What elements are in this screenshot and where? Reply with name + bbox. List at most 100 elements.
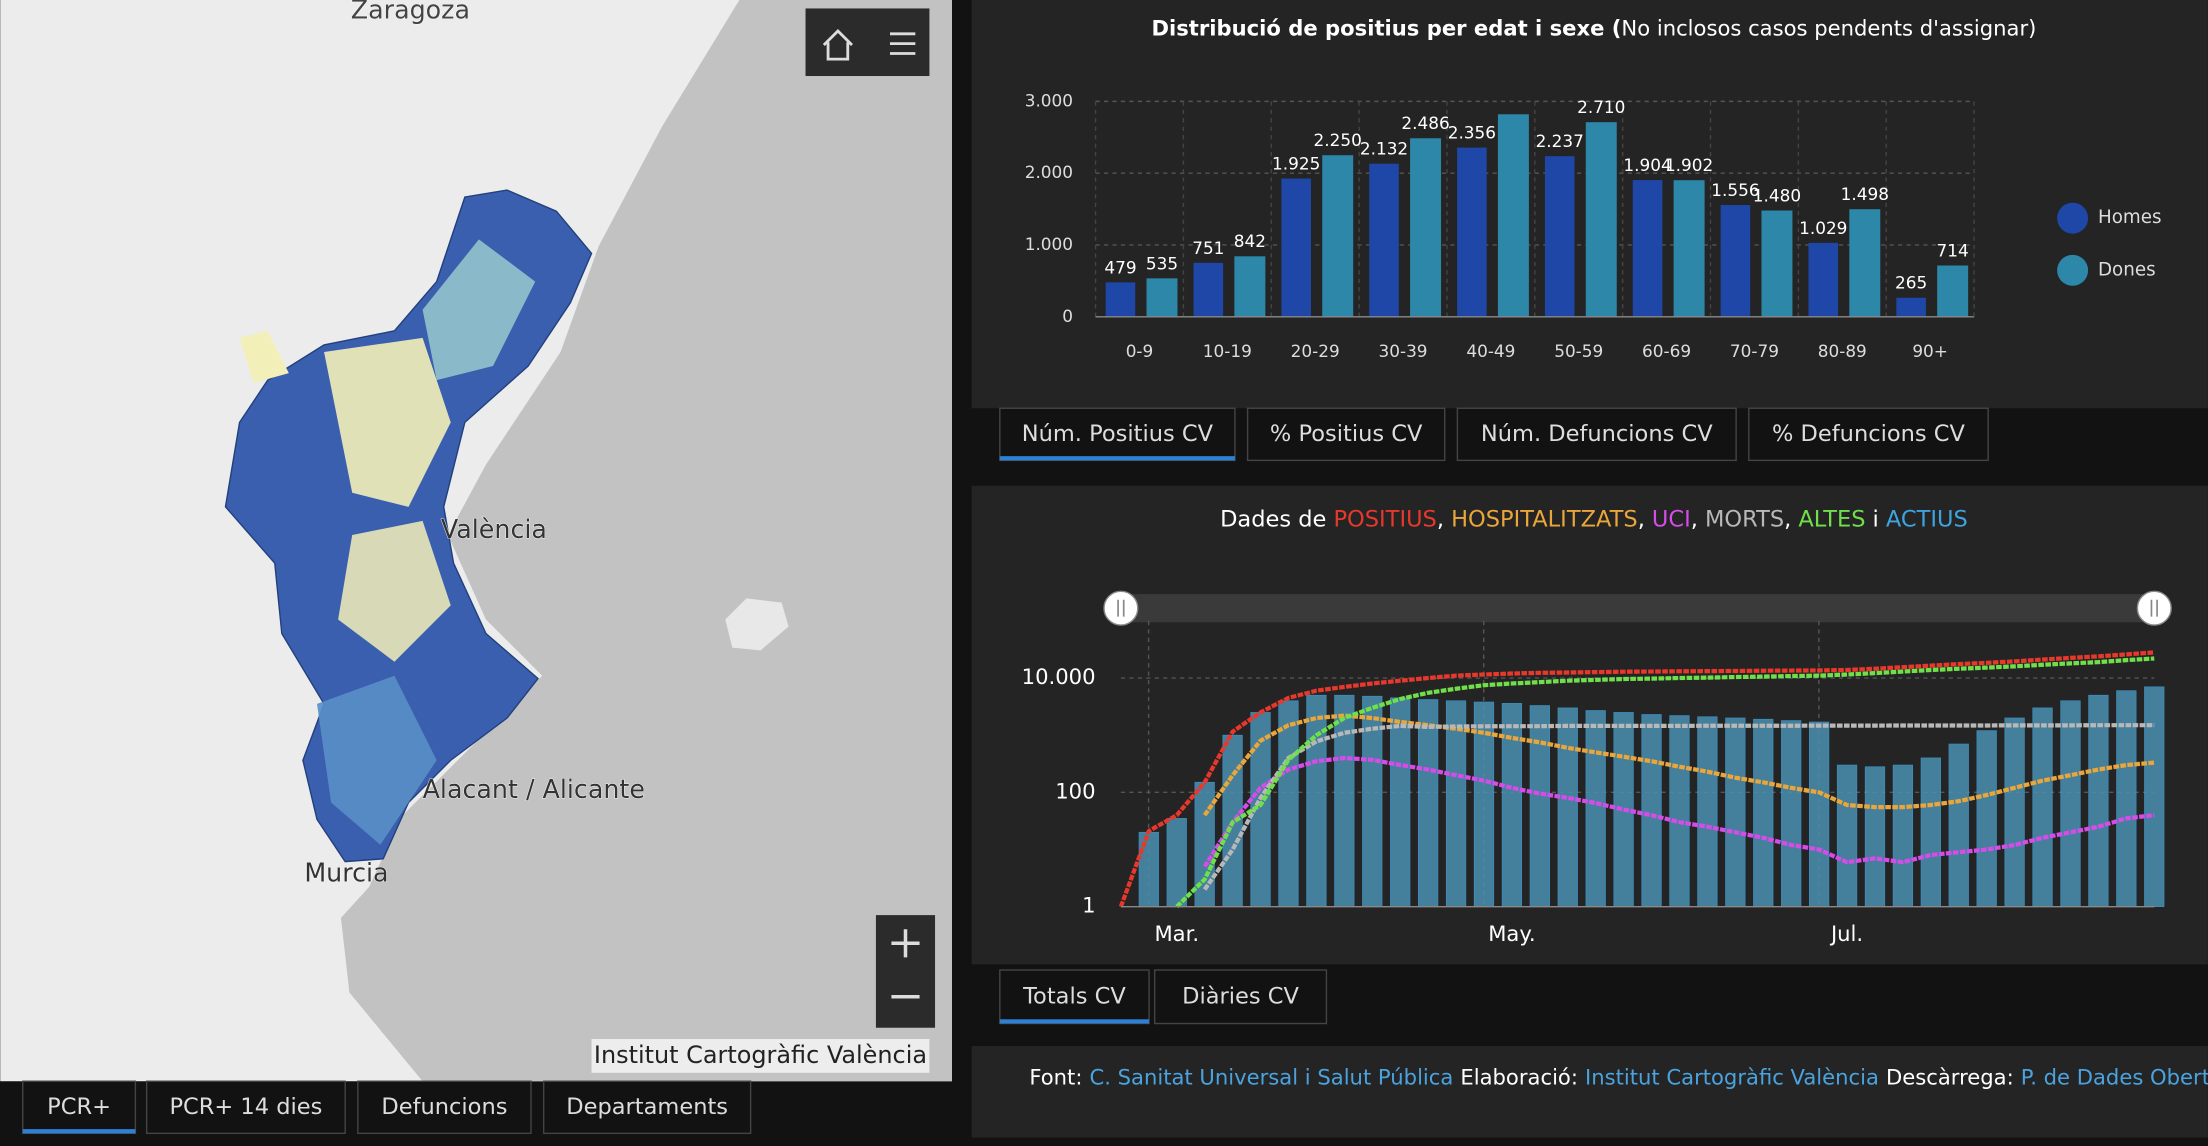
tab-label[interactable]: PCR+ 14 dies <box>169 1094 322 1120</box>
range-slider-track[interactable] <box>1120 594 2155 623</box>
footer-label: Elaboració: <box>1460 1064 1578 1089</box>
handle-grip[interactable] <box>1117 599 1125 617</box>
title-separator: , <box>1638 506 1645 532</box>
bar <box>1720 205 1751 317</box>
footer-link[interactable]: Institut Cartogràfic València <box>1585 1064 1879 1089</box>
bar <box>1410 138 1442 317</box>
bar <box>1166 818 1187 908</box>
title-separator: , <box>1691 506 1698 532</box>
legend-label[interactable]: Homes <box>2098 207 2162 228</box>
map-label: Alacant / Alicante <box>423 774 645 804</box>
data-label: 1.904 <box>1623 155 1671 175</box>
home-icon[interactable] <box>822 28 853 61</box>
bar <box>1390 697 1411 908</box>
bar <box>1920 757 1941 908</box>
data-label: 2.237 <box>1536 131 1584 151</box>
x-tick-label: 90+ <box>1912 341 1948 361</box>
chart-title-main: Distribució de positius per edat i sexe … <box>1151 16 1621 41</box>
bar <box>2060 700 2081 908</box>
range-slider-handle[interactable] <box>2136 590 2172 626</box>
tab[interactable] <box>999 407 1236 462</box>
title-series-name: HOSPITALITZATS <box>1451 506 1638 532</box>
bar <box>1896 297 1926 317</box>
bar <box>2144 686 2165 908</box>
tab-label[interactable]: % Positius CV <box>1270 421 1423 447</box>
footer-link[interactable]: P. de Dades Obertes <box>2021 1064 2208 1089</box>
bar <box>1278 700 1299 908</box>
footer-panel <box>971 1046 2208 1138</box>
tab-label[interactable]: Núm. Positius CV <box>1022 421 1214 447</box>
bar <box>1585 710 1606 908</box>
data-label: 1.498 <box>1841 184 1889 204</box>
tab-label[interactable]: Núm. Defuncions CV <box>1481 421 1713 447</box>
bar <box>1146 278 1178 317</box>
bar <box>1937 265 1969 317</box>
bar <box>1849 209 1881 317</box>
tab-label[interactable]: Totals CV <box>1022 983 1126 1009</box>
x-tick-label: 10-19 <box>1203 341 1252 361</box>
x-tick-label: 60-69 <box>1642 341 1691 361</box>
title-series-name: ALTES <box>1798 506 1865 532</box>
tab-active-indicator <box>999 456 1235 461</box>
y-tick-label: 100 <box>1055 778 1095 803</box>
tab[interactable] <box>1246 407 1446 462</box>
bar <box>1417 699 1439 908</box>
tab[interactable] <box>1456 407 1737 462</box>
attribution-box <box>591 1039 930 1073</box>
data-label: 842 <box>1234 231 1266 251</box>
title-series-name: MORTS <box>1705 506 1784 532</box>
tab[interactable] <box>145 1080 346 1135</box>
bar <box>1669 715 1690 908</box>
bar <box>1234 256 1266 317</box>
tab[interactable] <box>357 1080 532 1135</box>
bar <box>1673 180 1705 317</box>
tab[interactable] <box>1153 969 1328 1025</box>
tab-label[interactable]: % Defuncions CV <box>1772 421 1965 447</box>
series-line <box>1202 755 2155 868</box>
chart-title: Dades de POSITIUS, HOSPITALITZATS, UCI, MORT… <box>1220 506 1968 532</box>
tab-active-indicator <box>999 1019 1150 1024</box>
data-label: 2.710 <box>1577 97 1625 117</box>
bar <box>1808 242 1839 317</box>
range-slider-handle[interactable] <box>1103 590 1139 626</box>
tab-label[interactable]: Departaments <box>566 1094 728 1120</box>
y-tick-label: 2.000 <box>1025 162 1073 182</box>
y-tick-label: 10.000 <box>1022 664 1096 689</box>
bar <box>1529 705 1550 908</box>
y-tick-label: 3.000 <box>1025 90 1073 110</box>
bar <box>1808 721 1830 908</box>
map-label: València <box>441 514 547 544</box>
bar <box>1445 700 1467 908</box>
legend-label[interactable]: Dones <box>2098 259 2156 280</box>
region-zone <box>324 337 451 507</box>
tab[interactable] <box>22 1080 137 1135</box>
tab[interactable] <box>999 969 1150 1025</box>
list-icon[interactable] <box>890 32 916 55</box>
island <box>725 598 789 651</box>
bar <box>1641 714 1662 908</box>
tab-label[interactable]: PCR+ <box>47 1094 111 1120</box>
legend-swatch[interactable] <box>2057 254 2089 286</box>
data-label: 2.486 <box>1401 113 1449 133</box>
tab[interactable] <box>542 1080 752 1135</box>
chart-subtitle: No inclosos casos pendents d'assignar) <box>1621 16 2036 41</box>
bar <box>1976 730 1997 908</box>
data-label: 2.356 <box>1448 123 1496 143</box>
bar <box>1369 163 1399 317</box>
footer-link[interactable]: C. Sanitat Universal i Salut Pública <box>1090 1064 1454 1089</box>
title-separator: i <box>1873 506 1879 532</box>
zoom-icons[interactable] <box>891 929 920 999</box>
region-zone <box>422 239 536 381</box>
data-label: 751 <box>1192 238 1224 258</box>
legend-swatch[interactable] <box>2057 202 2089 234</box>
map-toolbar[interactable] <box>805 8 930 77</box>
tab-label[interactable]: Diàries CV <box>1182 983 1299 1009</box>
tab-label[interactable]: Defuncions <box>381 1094 507 1120</box>
bar <box>1753 718 1774 908</box>
data-label: 1.029 <box>1799 218 1847 238</box>
tab[interactable] <box>1748 407 1989 462</box>
handle-grip[interactable] <box>2150 599 2158 617</box>
footer-label: Font: <box>1029 1064 1082 1089</box>
